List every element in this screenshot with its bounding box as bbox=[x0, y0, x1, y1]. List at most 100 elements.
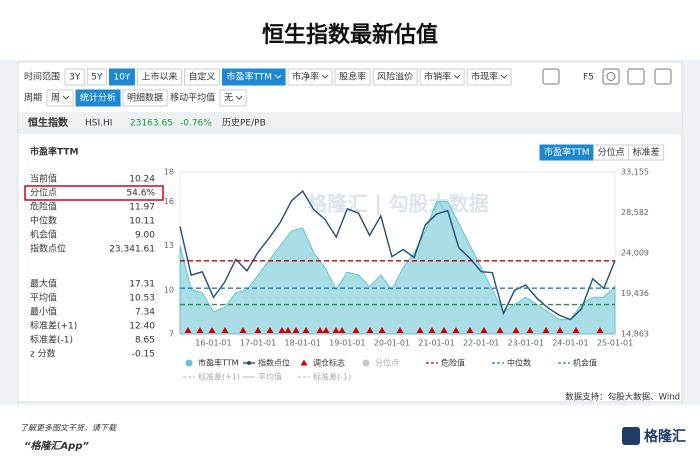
index-bar bbox=[18, 112, 682, 134]
legend-marker bbox=[362, 359, 370, 367]
legend-label: 调仓标志 bbox=[313, 358, 345, 368]
toolbar-button-text[interactable]: 市现率 bbox=[471, 71, 498, 83]
x-tick-label: 21-01-01 bbox=[418, 339, 454, 348]
toolbar-button[interactable] bbox=[136, 68, 182, 86]
rebalance-marker bbox=[480, 327, 488, 333]
icon-button[interactable] bbox=[654, 68, 672, 85]
x-tick-label: 23-01-01 bbox=[508, 339, 544, 348]
legend-marker bbox=[300, 359, 308, 366]
toolbar-button-text[interactable]: 市盈率TTM bbox=[226, 71, 272, 83]
rebalance-marker bbox=[316, 327, 324, 333]
y-tick-label: 18 bbox=[164, 168, 174, 177]
toolbar-button-text[interactable]: 5Y bbox=[91, 73, 103, 83]
legend-label: 中位数 bbox=[507, 358, 531, 368]
toolbar-button-text[interactable]: 10Y bbox=[113, 73, 130, 83]
toolbar-button[interactable] bbox=[219, 89, 247, 107]
y2-tick-label: 28,582 bbox=[621, 208, 649, 217]
y-tick-label: 7 bbox=[169, 330, 174, 339]
stat-label: 最小值 bbox=[30, 306, 57, 318]
legend-marker bbox=[247, 361, 251, 365]
legend-label: 分位点 bbox=[375, 358, 399, 368]
toolbar-button[interactable] bbox=[334, 68, 371, 86]
toolbar-button[interactable] bbox=[287, 68, 333, 86]
x-tick-label: 19-01-01 bbox=[329, 339, 365, 348]
footer bbox=[0, 405, 700, 466]
x-tick-label: 25-01-01 bbox=[597, 339, 633, 348]
stat-value: 9.00 bbox=[135, 231, 155, 241]
toolbar-button-text[interactable]: 市销率 bbox=[424, 71, 451, 83]
stat-label: z 分数 bbox=[30, 348, 56, 360]
rebalance-marker bbox=[496, 327, 504, 333]
stat-value: 23,341.61 bbox=[109, 245, 155, 255]
rebalance-marker bbox=[352, 327, 360, 333]
rebalance-marker bbox=[292, 327, 300, 333]
toolbar-button[interactable] bbox=[183, 68, 220, 86]
toolbar-label: 时间范围 bbox=[24, 71, 60, 83]
toolbar-button-text[interactable]: 自定义 bbox=[188, 71, 215, 83]
toolbar-button[interactable] bbox=[46, 89, 74, 107]
toolbar-button-text[interactable]: 市净率 bbox=[292, 71, 319, 83]
stat-value: 7.34 bbox=[135, 308, 155, 318]
toolbar-button-text[interactable]: 统计分析 bbox=[80, 92, 116, 104]
legend-label: 平均值 bbox=[258, 372, 282, 382]
legend-marker bbox=[185, 359, 193, 367]
toolbar-button-text[interactable]: 风险溢价 bbox=[377, 71, 413, 83]
toolbar-button-text[interactable]: 股息率 bbox=[339, 71, 366, 83]
rebalance-marker bbox=[196, 327, 204, 333]
legend-label: 危险值 bbox=[441, 358, 465, 368]
icon-button[interactable] bbox=[602, 68, 620, 85]
toolbar-button-text[interactable]: 明细数据 bbox=[127, 92, 163, 104]
toolbar-button[interactable] bbox=[221, 68, 286, 86]
stat-label: 标准差(-1) bbox=[30, 334, 73, 346]
stat-label: 当前值 bbox=[30, 173, 57, 185]
y-tick-label: 13 bbox=[164, 241, 174, 250]
y-tick-label: 16 bbox=[164, 197, 174, 206]
rebalance-marker bbox=[452, 327, 460, 333]
toolbar-button[interactable] bbox=[86, 68, 107, 86]
toolbar-button[interactable] bbox=[108, 68, 135, 86]
tab-text[interactable]: 市盈率TTM bbox=[544, 146, 590, 158]
rebalance-marker bbox=[284, 327, 292, 333]
rebalance-marker bbox=[278, 327, 286, 333]
toolbar-label: 移动平均值 bbox=[170, 92, 215, 104]
tab[interactable] bbox=[628, 144, 665, 161]
tab-text[interactable]: 分位点 bbox=[598, 146, 625, 158]
legend-label: 市盈率TTM bbox=[198, 358, 239, 368]
rebalance-marker bbox=[596, 327, 604, 333]
f5[interactable]: F5 bbox=[583, 73, 594, 83]
x-tick-label: 18-01-01 bbox=[285, 339, 321, 348]
toolbar-button[interactable] bbox=[64, 68, 85, 86]
toolbar-button-text[interactable]: 周 bbox=[51, 93, 60, 104]
tab-text[interactable]: 标准差 bbox=[633, 146, 660, 158]
stat-label: 中位数 bbox=[30, 215, 57, 227]
index-code: HSI.HI bbox=[85, 119, 112, 129]
title-area bbox=[0, 0, 700, 60]
rebalance-marker bbox=[266, 327, 274, 333]
toolbar-button-text[interactable]: 3Y bbox=[69, 73, 81, 83]
icon-button[interactable] bbox=[542, 68, 560, 85]
toolbar-button[interactable] bbox=[372, 68, 418, 86]
toolbar-button[interactable] bbox=[466, 68, 512, 86]
footer-app: “格隆汇App” bbox=[24, 440, 89, 452]
stat-value: 54.6% bbox=[126, 189, 155, 199]
rebalance-marker bbox=[396, 327, 404, 333]
index-line bbox=[179, 190, 616, 321]
highlight-box bbox=[24, 185, 164, 201]
dropdown-arrow bbox=[274, 74, 282, 79]
stat-value: 10.53 bbox=[129, 294, 155, 304]
icon-button[interactable] bbox=[627, 68, 645, 85]
toolbar-button-text[interactable]: 无 bbox=[224, 93, 233, 104]
source: 数据支持：勾股大数据、Wind bbox=[565, 392, 680, 403]
toolbar-button[interactable] bbox=[122, 89, 168, 107]
dropdown-arrow bbox=[453, 74, 461, 79]
legend-label: 标准差(-1) bbox=[313, 372, 351, 382]
toolbar-button[interactable] bbox=[75, 89, 121, 107]
rebalance-marker bbox=[366, 327, 374, 333]
legend-label: 机会值 bbox=[573, 358, 597, 368]
toolbar-button-text[interactable]: 上市以来 bbox=[141, 71, 177, 83]
title: 恒生指数最新估值 bbox=[262, 22, 438, 48]
legend-label: 标准差(+1) bbox=[198, 372, 240, 382]
toolbar-button[interactable] bbox=[419, 68, 465, 86]
rebalance-marker bbox=[572, 327, 580, 333]
index-price: 23163.65 bbox=[130, 119, 173, 129]
